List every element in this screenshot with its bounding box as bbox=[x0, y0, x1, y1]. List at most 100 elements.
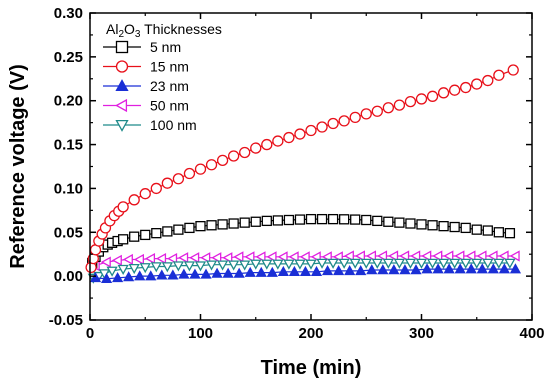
data-point-50nm bbox=[454, 250, 465, 262]
data-point-23nm bbox=[134, 270, 146, 281]
data-point-50nm bbox=[100, 256, 111, 268]
data-point-15nm bbox=[338, 115, 350, 127]
data-point-100nm bbox=[261, 259, 273, 270]
data-point-50nm bbox=[410, 250, 421, 262]
series-23nm bbox=[89, 263, 522, 284]
data-point-15nm bbox=[283, 131, 295, 144]
data-point-23nm bbox=[366, 264, 378, 275]
data-point-15nm bbox=[150, 182, 162, 195]
data-point-15nm bbox=[404, 95, 417, 108]
legend-label-5nm: 5 nm bbox=[150, 39, 181, 55]
data-point-23nm bbox=[443, 263, 455, 274]
data-point-100nm bbox=[349, 258, 361, 269]
legend-marker-50nm bbox=[115, 98, 128, 113]
data-point-50nm bbox=[155, 252, 167, 265]
data-point-100nm bbox=[283, 259, 295, 270]
data-point-50nm bbox=[189, 252, 200, 264]
data-point-15nm bbox=[128, 194, 140, 206]
data-point-23nm bbox=[355, 265, 367, 276]
data-point-15nm bbox=[294, 128, 306, 140]
data-point-5nm bbox=[283, 214, 295, 226]
data-point-50nm bbox=[343, 250, 354, 262]
data-point-100nm bbox=[272, 259, 284, 270]
y-tick-label: 0.10 bbox=[54, 180, 83, 197]
legend-marker-100nm bbox=[115, 119, 129, 132]
data-point-23nm bbox=[410, 264, 422, 275]
data-point-15nm bbox=[183, 167, 196, 180]
data-point-15nm bbox=[250, 142, 262, 154]
data-point-100nm bbox=[172, 261, 185, 272]
data-point-5nm bbox=[118, 234, 129, 245]
data-point-100nm bbox=[471, 258, 483, 269]
y-axis-title: Reference voltage (V) bbox=[7, 64, 29, 269]
legend-label-15nm: 15 nm bbox=[150, 59, 189, 75]
data-point-5nm bbox=[438, 220, 449, 232]
data-point-23nm bbox=[167, 269, 179, 280]
data-point-100nm bbox=[150, 262, 162, 273]
data-point-23nm bbox=[377, 264, 389, 275]
legend-item-5nm: 5 nm bbox=[103, 39, 181, 55]
data-point-23nm bbox=[432, 263, 444, 274]
data-point-15nm bbox=[172, 173, 185, 185]
data-point-23nm bbox=[244, 266, 256, 277]
data-point-23nm bbox=[100, 272, 113, 284]
data-point-15nm bbox=[227, 150, 240, 162]
y-tick-label: 0.15 bbox=[54, 137, 83, 154]
data-point-23nm bbox=[487, 263, 499, 274]
data-point-50nm bbox=[122, 253, 133, 266]
data-point-50nm bbox=[365, 250, 377, 262]
data-point-15nm bbox=[272, 135, 284, 147]
data-point-15nm bbox=[382, 102, 395, 114]
data-point-23nm bbox=[156, 269, 168, 280]
legend-label-50nm: 50 nm bbox=[150, 98, 189, 114]
data-point-15nm bbox=[316, 121, 328, 133]
x-tick-label: 0 bbox=[86, 325, 94, 342]
data-point-5nm bbox=[173, 224, 184, 235]
data-point-23nm bbox=[211, 267, 223, 278]
data-point-15nm bbox=[139, 188, 151, 200]
data-point-5nm bbox=[405, 218, 416, 229]
data-point-50nm bbox=[388, 250, 399, 262]
data-point-15nm bbox=[393, 99, 406, 111]
data-point-23nm bbox=[222, 267, 234, 278]
data-point-100nm bbox=[426, 258, 439, 269]
legend-title: Al2O3 Thicknesses bbox=[106, 21, 222, 40]
data-point-50nm bbox=[167, 252, 178, 265]
data-point-50nm bbox=[399, 250, 410, 262]
data-point-23nm bbox=[509, 263, 522, 274]
data-point-15nm bbox=[161, 177, 174, 189]
data-point-50nm bbox=[277, 251, 288, 263]
data-point-100nm bbox=[437, 258, 450, 269]
data-point-100nm bbox=[239, 260, 251, 271]
data-point-100nm bbox=[205, 260, 218, 271]
data-point-5nm bbox=[217, 219, 228, 230]
data-point-100nm bbox=[449, 258, 461, 269]
data-point-23nm bbox=[189, 268, 201, 279]
data-point-23nm bbox=[421, 263, 433, 274]
data-point-5nm bbox=[327, 213, 339, 225]
data-point-15nm bbox=[507, 64, 519, 76]
data-point-50nm bbox=[421, 250, 432, 262]
data-point-23nm bbox=[145, 270, 157, 281]
data-point-50nm bbox=[133, 253, 144, 266]
data-point-15nm bbox=[415, 93, 428, 105]
data-point-50nm bbox=[244, 251, 255, 263]
data-point-23nm bbox=[388, 264, 400, 275]
data-point-100nm bbox=[415, 258, 428, 269]
data-point-100nm bbox=[493, 258, 505, 269]
data-point-5nm bbox=[338, 214, 350, 225]
data-point-15nm bbox=[194, 163, 207, 175]
data-point-15nm bbox=[437, 87, 450, 99]
data-point-15nm bbox=[349, 111, 361, 124]
data-point-5nm bbox=[372, 215, 383, 227]
series-layer bbox=[85, 64, 522, 284]
data-point-100nm bbox=[371, 258, 383, 269]
legend-label-100nm: 100 nm bbox=[150, 117, 197, 133]
data-point-23nm bbox=[498, 263, 510, 274]
data-point-5nm bbox=[493, 227, 505, 238]
data-point-15nm bbox=[205, 159, 218, 171]
data-point-23nm bbox=[454, 263, 466, 274]
data-point-5nm bbox=[449, 221, 460, 233]
data-point-100nm bbox=[106, 266, 118, 277]
legend-item-23nm: 23 nm bbox=[103, 78, 189, 94]
